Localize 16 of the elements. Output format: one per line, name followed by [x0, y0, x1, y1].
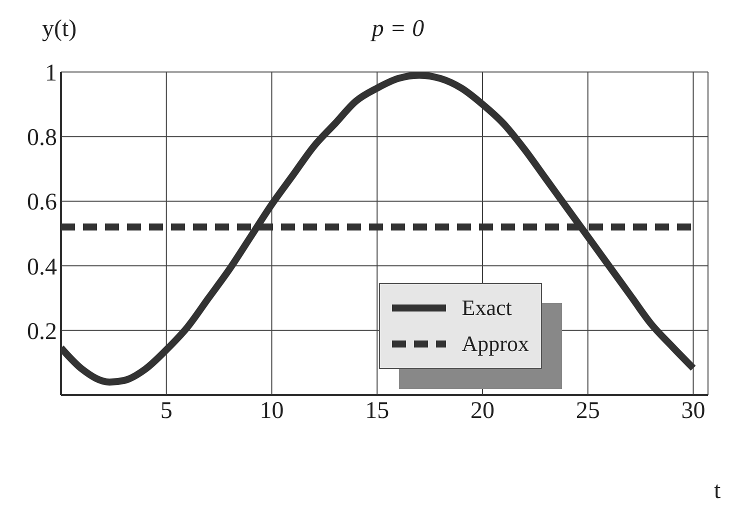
y-tick-label: 0.8 — [27, 125, 57, 152]
y-tick-label: 1 — [45, 60, 57, 87]
x-tick-label: 15 — [365, 398, 390, 424]
x-tick-label: 25 — [576, 398, 600, 424]
x-tick-label: 30 — [681, 398, 706, 424]
chart-title: p = 0 — [372, 16, 424, 43]
legend-label: Exact — [462, 294, 512, 322]
x-tick-label: 10 — [260, 398, 284, 424]
y-tick-label: 0.4 — [27, 254, 57, 280]
x-tick-label: 20 — [470, 398, 494, 424]
y-tick-label: 0.2 — [27, 318, 57, 345]
y-axis-title: y(t) — [42, 16, 77, 43]
x-axis-title: t — [714, 478, 721, 505]
legend-label: Approx — [462, 330, 529, 358]
y-tick-label: 0.6 — [27, 190, 57, 216]
x-tick-label: 5 — [160, 398, 172, 424]
